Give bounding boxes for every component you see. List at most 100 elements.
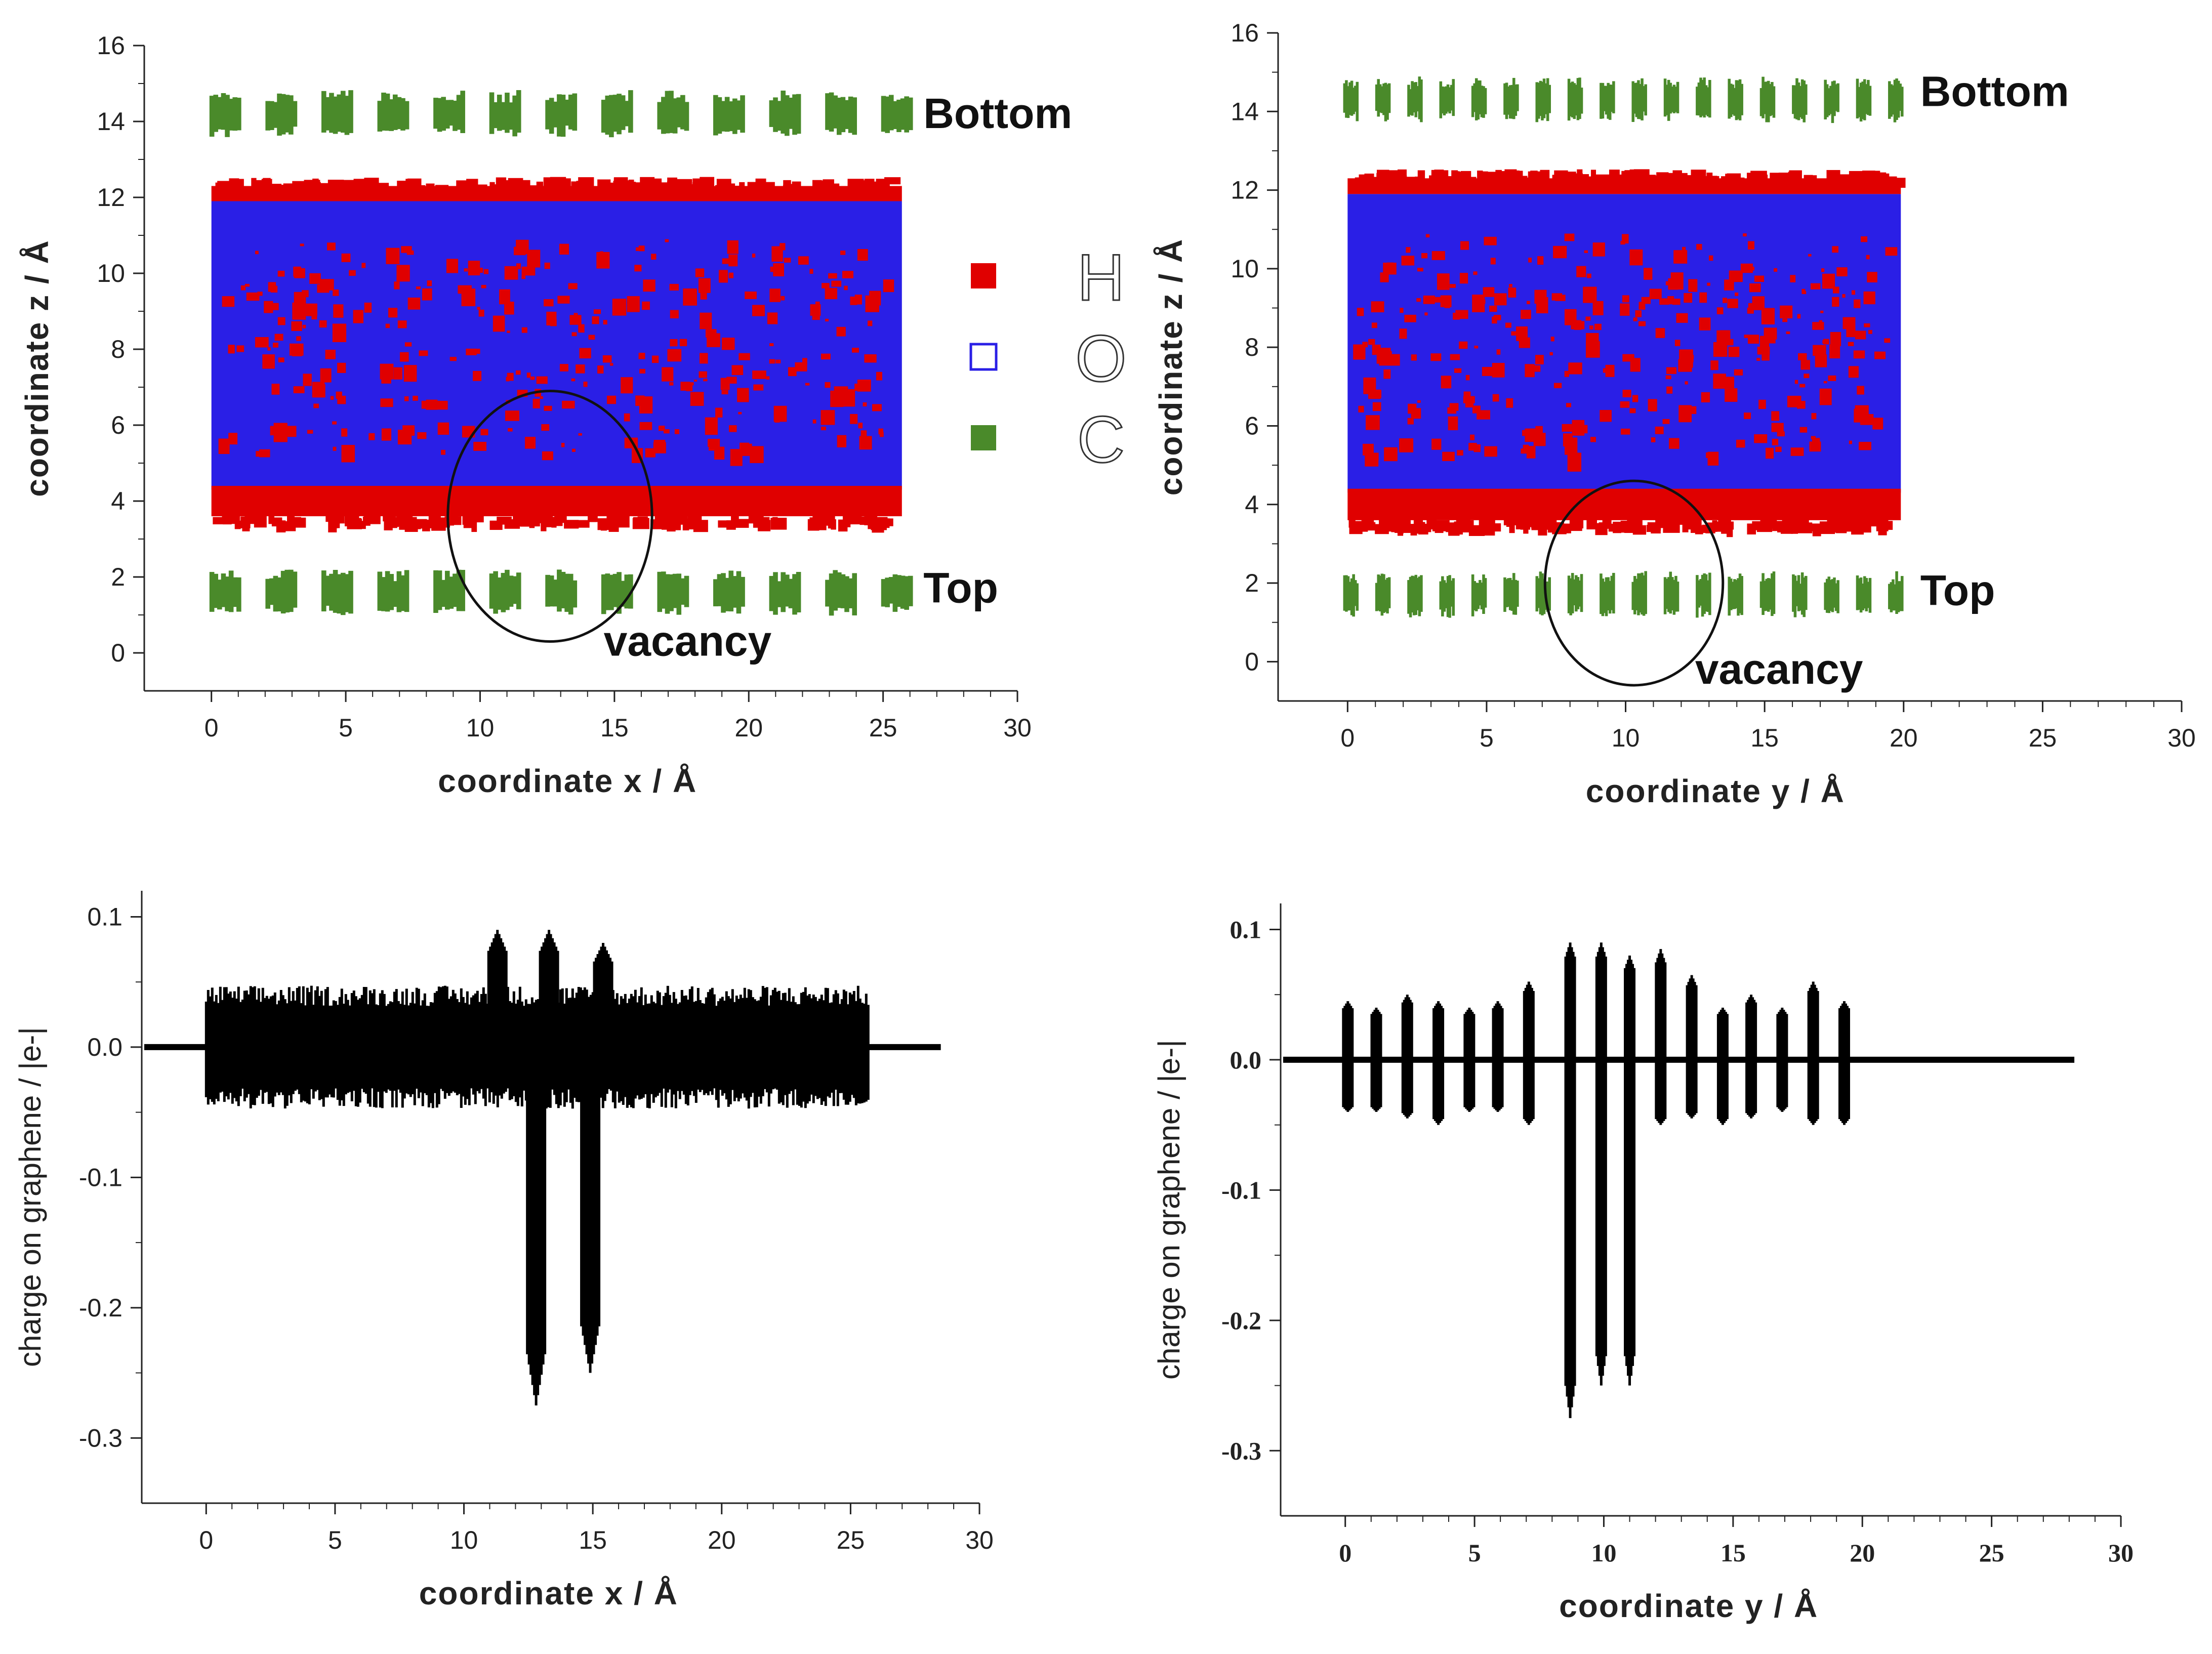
hydrogen-point xyxy=(1726,281,1734,287)
carbon-point xyxy=(1829,580,1832,611)
carbon-point xyxy=(1446,84,1450,112)
carbon-point xyxy=(1471,574,1474,616)
hydrogen-point xyxy=(1748,303,1753,308)
carbon-point xyxy=(1474,78,1478,120)
y-axis-title: coordinate z / Å xyxy=(19,239,55,497)
carbon-point xyxy=(516,90,521,133)
carbon-point xyxy=(1448,87,1451,114)
carbon-point xyxy=(1696,575,1699,618)
carbon-point xyxy=(1378,84,1382,113)
carbon-point xyxy=(560,571,566,608)
hydrogen-point xyxy=(1786,331,1790,335)
carbon-point xyxy=(620,95,626,130)
hydrogen-point xyxy=(446,259,459,273)
hydrogen-point xyxy=(720,378,730,390)
carbon-point xyxy=(1825,578,1829,613)
carbon-point xyxy=(265,101,271,131)
carbon-point xyxy=(1439,81,1443,118)
carbon-point xyxy=(833,570,838,611)
carbon-point xyxy=(1479,80,1482,114)
y-tick-label: -0.2 xyxy=(1221,1306,1261,1335)
carbon-point xyxy=(1795,78,1798,119)
hydrogen-point xyxy=(308,309,313,315)
carbon-point xyxy=(284,95,290,133)
carbon-point xyxy=(788,97,794,129)
carbon-point xyxy=(713,95,718,136)
hydrogen-point xyxy=(1736,439,1745,448)
carbon-point xyxy=(1479,580,1482,606)
hydrogen-point xyxy=(1384,447,1398,462)
hydrogen-point xyxy=(1863,175,1870,185)
annotation-vacancy: vacancy xyxy=(604,617,772,665)
hydrogen-point xyxy=(757,520,771,531)
hydrogen-point xyxy=(1417,268,1423,272)
hydrogen-point xyxy=(259,449,270,458)
hydrogen-point xyxy=(1672,299,1681,305)
carbon-point xyxy=(1352,574,1355,617)
hydrogen-point xyxy=(246,292,260,301)
hydrogen-point xyxy=(1459,341,1468,349)
hydrogen-point xyxy=(278,357,284,362)
carbon-point xyxy=(1382,83,1385,115)
hydrogen-point xyxy=(639,396,653,414)
carbon-point xyxy=(665,91,670,134)
carbon-point xyxy=(773,572,778,615)
hydrogen-point xyxy=(1521,310,1531,319)
carbon-point xyxy=(1541,573,1544,615)
hydrogen-point xyxy=(332,421,337,425)
carbon-point xyxy=(1667,79,1670,121)
carbon-point xyxy=(1610,85,1614,112)
annotation-vacancy: vacancy xyxy=(1695,645,1863,693)
carbon-point xyxy=(1343,83,1346,113)
hydrogen-point xyxy=(1600,409,1612,422)
hydrogen-point xyxy=(633,517,647,528)
hydrogen-point xyxy=(396,265,410,282)
carbon-point xyxy=(289,95,294,135)
carbon-point xyxy=(269,578,274,605)
hydrogen-point xyxy=(386,247,400,264)
carbon-point xyxy=(617,572,622,614)
hydrogen-point xyxy=(752,254,756,258)
x-tick-label: 5 xyxy=(328,1526,342,1554)
hydrogen-point xyxy=(1749,176,1757,188)
carbon-point xyxy=(400,575,405,611)
hydrogen-point xyxy=(404,396,409,401)
hydrogen-point xyxy=(1537,256,1544,265)
hydrogen-point xyxy=(341,180,353,191)
hydrogen-point xyxy=(1662,419,1670,424)
hydrogen-point xyxy=(1832,297,1839,307)
carbon-point xyxy=(1631,582,1635,610)
hydrogen-point xyxy=(767,312,778,324)
carbon-point xyxy=(221,93,226,130)
carbon-point xyxy=(385,93,390,131)
hydrogen-point xyxy=(1635,310,1642,317)
hydrogen-point xyxy=(403,365,417,382)
carbon-point xyxy=(796,572,801,613)
hydrogen-point xyxy=(1587,273,1591,278)
hydrogen-point xyxy=(341,445,355,463)
hydrogen-point xyxy=(1857,386,1864,395)
hydrogen-point xyxy=(1576,266,1586,277)
hydrogen-point xyxy=(292,302,306,320)
hydrogen-point xyxy=(1437,273,1450,290)
hydrogen-point xyxy=(1740,263,1753,273)
hydrogen-point xyxy=(1848,342,1854,346)
hydrogen-point xyxy=(747,182,760,193)
hydrogen-point xyxy=(242,519,250,531)
hydrogen-point xyxy=(1523,523,1529,534)
hydrogen-point xyxy=(1540,170,1550,182)
carbon-point xyxy=(1829,86,1832,114)
hydrogen-point xyxy=(1385,523,1399,532)
carbon-point xyxy=(545,574,550,607)
hydrogen-point xyxy=(1821,268,1825,272)
carbon-point xyxy=(1663,78,1667,117)
carbon-point xyxy=(1484,88,1487,114)
carbon-point xyxy=(792,94,797,135)
hydrogen-point xyxy=(319,320,327,328)
hydrogen-point xyxy=(253,180,267,190)
carbon-point xyxy=(441,97,446,131)
hydrogen-point xyxy=(1619,177,1630,185)
hydrogen-point xyxy=(1503,518,1517,525)
hydrogen-point xyxy=(516,239,529,255)
carbon-point xyxy=(624,574,630,609)
